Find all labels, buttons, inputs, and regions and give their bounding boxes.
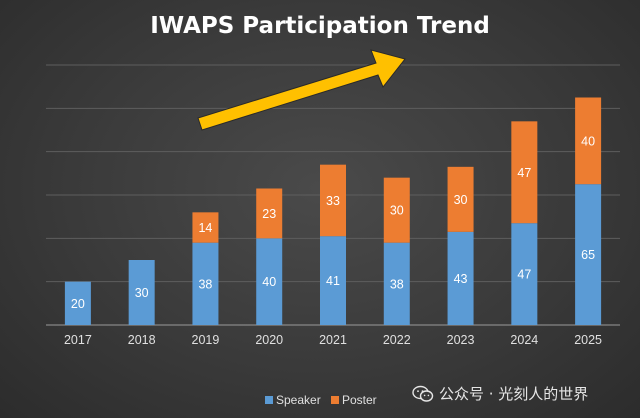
data-label-speaker-2024: 47 bbox=[517, 268, 531, 282]
x-tick-label-2021: 2021 bbox=[319, 333, 347, 347]
data-label-speaker-2022: 38 bbox=[390, 277, 404, 291]
data-label-speaker-2021: 41 bbox=[326, 274, 340, 288]
x-tick-label-2023: 2023 bbox=[447, 333, 475, 347]
chart-title: IWAPS Participation Trend bbox=[150, 13, 490, 39]
bar-poster-2020 bbox=[256, 188, 283, 239]
x-tick-label-2020: 2020 bbox=[255, 333, 283, 347]
x-tick-label-2017: 2017 bbox=[64, 333, 92, 347]
data-label-speaker-2019: 38 bbox=[198, 277, 212, 291]
bar-poster-2021 bbox=[320, 164, 346, 237]
bar-speaker-2020 bbox=[256, 238, 283, 325]
legend-swatch-speaker bbox=[265, 396, 273, 404]
watermark: 公众号 · 光刻人的世界 bbox=[412, 383, 588, 404]
data-label-speaker-2017: 20 bbox=[71, 297, 85, 311]
legend-swatch-poster bbox=[331, 396, 339, 404]
data-label-speaker-2023: 43 bbox=[454, 272, 468, 286]
data-label-speaker-2025: 65 bbox=[581, 248, 595, 262]
bar-poster-2019 bbox=[192, 212, 219, 243]
x-tick-labels: 2017 2018 2019 2020 2021 2022 2023 2024 2025 bbox=[64, 333, 602, 347]
trend-arrow bbox=[197, 49, 406, 131]
data-label-speaker-2020: 40 bbox=[262, 275, 276, 289]
watermark-text: 公众号 · 光刻人的世界 bbox=[439, 385, 589, 403]
bar-speaker-2019 bbox=[192, 242, 219, 325]
legend-label-speaker: Speaker bbox=[276, 393, 321, 407]
data-label-speaker-2018: 30 bbox=[135, 286, 149, 300]
data-label-poster-2025: 40 bbox=[581, 134, 595, 148]
wechat-icon bbox=[412, 385, 434, 402]
data-label-poster-2021: 33 bbox=[326, 194, 340, 208]
legend-label-poster: Poster bbox=[342, 393, 377, 407]
x-tick-label-2024: 2024 bbox=[510, 333, 538, 347]
bars bbox=[64, 97, 602, 325]
bar-speaker-2024 bbox=[511, 223, 538, 325]
data-label-poster-2023: 30 bbox=[454, 193, 468, 207]
bar-speaker-2022 bbox=[383, 242, 410, 325]
bar-poster-2025 bbox=[575, 97, 602, 185]
bar-poster-2024 bbox=[511, 121, 538, 224]
bar-speaker-2021 bbox=[320, 236, 346, 325]
x-tick-label-2025: 2025 bbox=[574, 333, 602, 347]
bar-speaker-2018 bbox=[128, 260, 155, 325]
bar-labels: 20 30 38 14 40 23 41 33 38 30 43 30 47 47 65 40 bbox=[71, 134, 595, 311]
bar-poster-2022 bbox=[383, 177, 410, 243]
bar-speaker-2025 bbox=[575, 184, 602, 325]
data-label-poster-2022: 30 bbox=[390, 204, 404, 218]
legend: Speaker Poster bbox=[265, 393, 377, 407]
x-tick-label-2022: 2022 bbox=[383, 333, 411, 347]
data-label-poster-2024: 47 bbox=[517, 166, 531, 180]
bar-speaker-2023 bbox=[447, 231, 474, 325]
data-label-poster-2019: 14 bbox=[198, 221, 212, 235]
x-tick-label-2018: 2018 bbox=[128, 333, 156, 347]
bar-poster-2023 bbox=[447, 166, 474, 232]
data-label-poster-2020: 23 bbox=[262, 207, 276, 221]
trend-arrow-shape bbox=[197, 49, 406, 131]
x-tick-label-2019: 2019 bbox=[192, 333, 220, 347]
bar-speaker-2017 bbox=[64, 281, 91, 325]
